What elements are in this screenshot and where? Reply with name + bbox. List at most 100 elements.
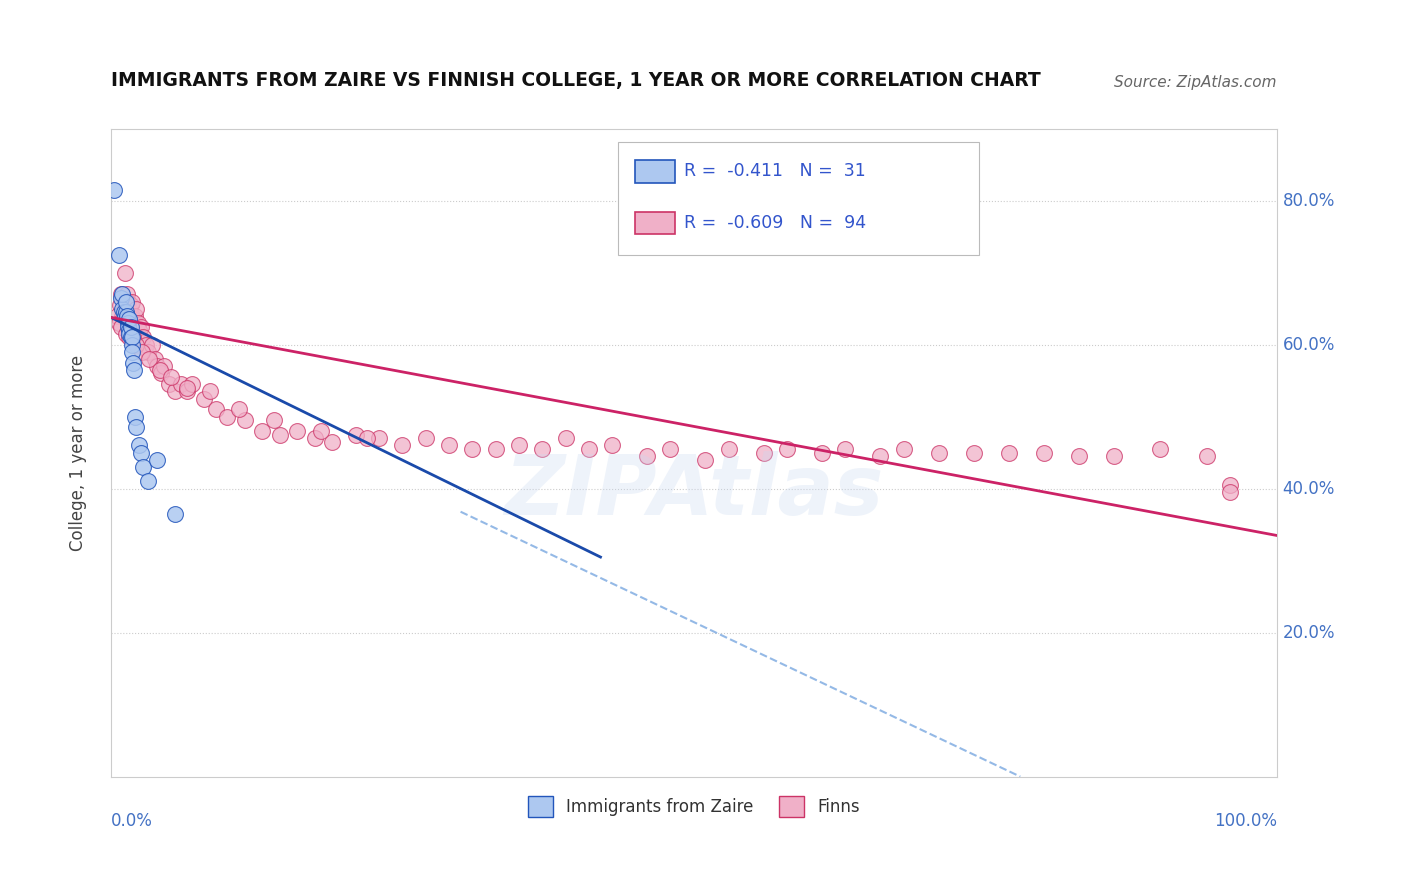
Text: 100.0%: 100.0% [1213,813,1277,830]
Point [121,330,143,344]
FancyBboxPatch shape [636,161,675,183]
Point [117,309,139,323]
Point [124,309,146,323]
Point [115,312,138,326]
Point [531,442,554,456]
Point [163,507,186,521]
Point [112,301,135,316]
FancyBboxPatch shape [619,142,980,255]
Text: 0.0%: 0.0% [111,813,153,830]
Point [114,309,136,323]
Point [128,323,150,337]
Point [344,427,367,442]
Point [153,359,176,374]
Point [118,323,141,337]
Point [103,183,125,197]
Point [115,305,138,319]
Point [752,445,775,459]
Point [129,445,152,459]
Text: College, 1 year or more: College, 1 year or more [69,355,87,550]
Point [1102,450,1125,464]
Point [233,413,256,427]
Point [204,402,226,417]
Point [111,287,134,301]
Point [114,266,136,280]
Point [132,460,155,475]
Point [138,352,160,367]
Point [263,413,285,427]
Point [834,442,856,456]
Point [269,427,291,442]
Point [129,330,152,344]
Point [122,363,145,377]
Point [115,298,138,312]
Point [141,337,163,351]
Point [146,453,169,467]
Point [122,330,145,344]
Point [217,409,239,424]
Point [893,442,915,456]
Point [1149,442,1171,456]
Point [118,312,141,326]
Text: 20.0%: 20.0% [1282,624,1336,641]
Point [285,424,308,438]
Point [695,453,717,467]
Point [136,344,159,359]
Point [118,330,141,344]
Point [928,445,950,459]
Point [163,384,186,399]
Point [131,344,153,359]
Point [117,319,139,334]
Point [391,438,413,452]
Point [304,431,326,445]
Point [120,319,142,334]
Point [122,312,145,326]
Point [437,438,460,452]
Point [321,434,343,449]
Point [124,409,146,424]
Point [121,337,143,351]
Point [176,384,198,399]
Point [136,475,159,489]
Point [110,287,132,301]
Point [181,377,204,392]
Point [117,294,139,309]
Point [108,316,131,330]
Point [1219,478,1241,492]
Point [578,442,600,456]
Point [484,442,506,456]
Point [659,442,682,456]
Point [118,301,141,316]
Text: Source: ZipAtlas.com: Source: ZipAtlas.com [1115,75,1277,90]
Point [157,377,180,392]
Point [128,438,150,452]
Point [228,402,250,417]
Text: 80.0%: 80.0% [1282,192,1336,210]
Point [118,312,141,326]
Point [115,294,138,309]
Point [122,356,145,370]
Point [146,359,169,374]
Point [108,248,131,262]
Point [554,431,576,445]
Point [600,438,623,452]
Point [997,445,1019,459]
Point [111,309,134,323]
Point [132,330,155,344]
Point [129,319,152,334]
Point [415,431,437,445]
Point [149,363,172,377]
Point [135,337,157,351]
Legend: Immigrants from Zaire, Finns: Immigrants from Zaire, Finns [522,789,866,823]
Point [115,309,138,323]
Point [170,377,193,392]
Point [869,450,891,464]
Point [776,442,799,456]
Point [149,367,172,381]
Point [461,442,484,456]
Point [193,392,215,406]
Point [121,309,143,323]
Point [110,319,132,334]
Point [309,424,332,438]
Point [143,352,166,367]
